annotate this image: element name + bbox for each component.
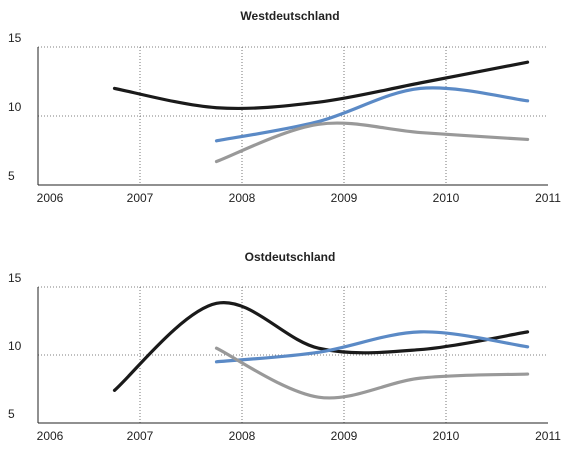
line-series [214,86,530,143]
line-series [214,121,530,164]
chart-title: Ostdeutschland [245,250,336,264]
x-tick-label: 2011 [535,429,561,443]
x-tick-label: 2010 [433,191,460,205]
x-tick-label: 2006 [37,429,64,443]
x-tick-label: 2008 [229,191,256,205]
y-tick-label: 10 [8,339,22,353]
chart-title: Westdeutschland [240,9,339,23]
y-tick-label: 15 [8,31,22,45]
x-tick-label: 2008 [229,429,256,443]
y-tick-label: 5 [8,407,15,421]
x-tick-label: 2010 [433,429,460,443]
line-series [112,60,530,111]
y-tick-label: 5 [8,169,15,183]
x-tick-label: 2009 [331,191,358,205]
line-series [112,300,530,392]
x-tick-label: 2006 [37,191,64,205]
line-series [214,346,530,400]
line-series [214,330,530,364]
x-tick-label: 2011 [535,191,561,205]
x-tick-label: 2009 [331,429,358,443]
x-tick-label: 2007 [127,191,154,205]
y-tick-label: 15 [8,271,22,285]
x-tick-label: 2007 [127,429,154,443]
y-tick-label: 10 [8,100,22,114]
